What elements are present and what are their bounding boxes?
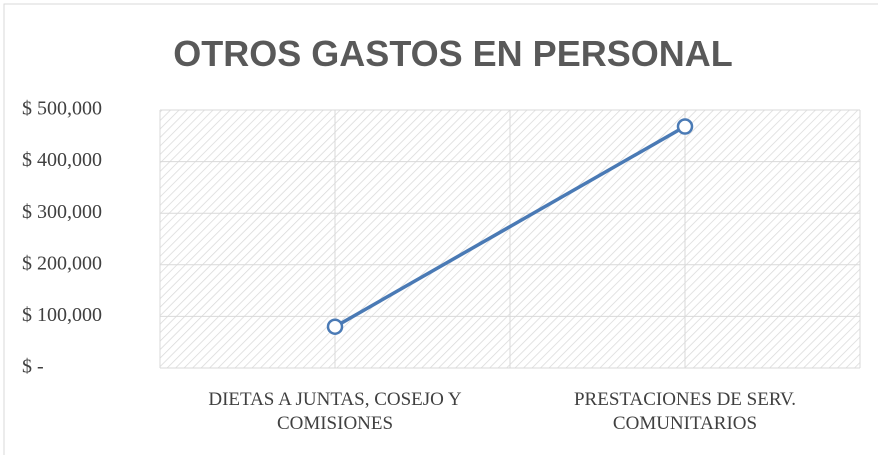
y-tick-label: $ 100,000 xyxy=(22,304,102,326)
y-tick-label: $ - xyxy=(22,356,44,378)
x-tick-label: DIETAS A JUNTAS, COSEJO Y COMISIONES xyxy=(208,389,462,434)
y-tick-label: $ 500,000 xyxy=(22,98,102,120)
chart-title: OTROS GASTOS EN PERSONAL xyxy=(173,33,732,74)
x-tick-label: PRESTACIONES DE SERV. COMUNITARIOS xyxy=(573,389,796,434)
y-tick-label: $ 300,000 xyxy=(22,201,102,223)
marker xyxy=(676,118,694,135)
chart-border xyxy=(3,3,878,455)
y-tick-label: $ 400,000 xyxy=(22,149,102,171)
y-tick-label: $ 200,000 xyxy=(22,252,102,274)
marker xyxy=(326,318,344,335)
line xyxy=(334,124,686,329)
